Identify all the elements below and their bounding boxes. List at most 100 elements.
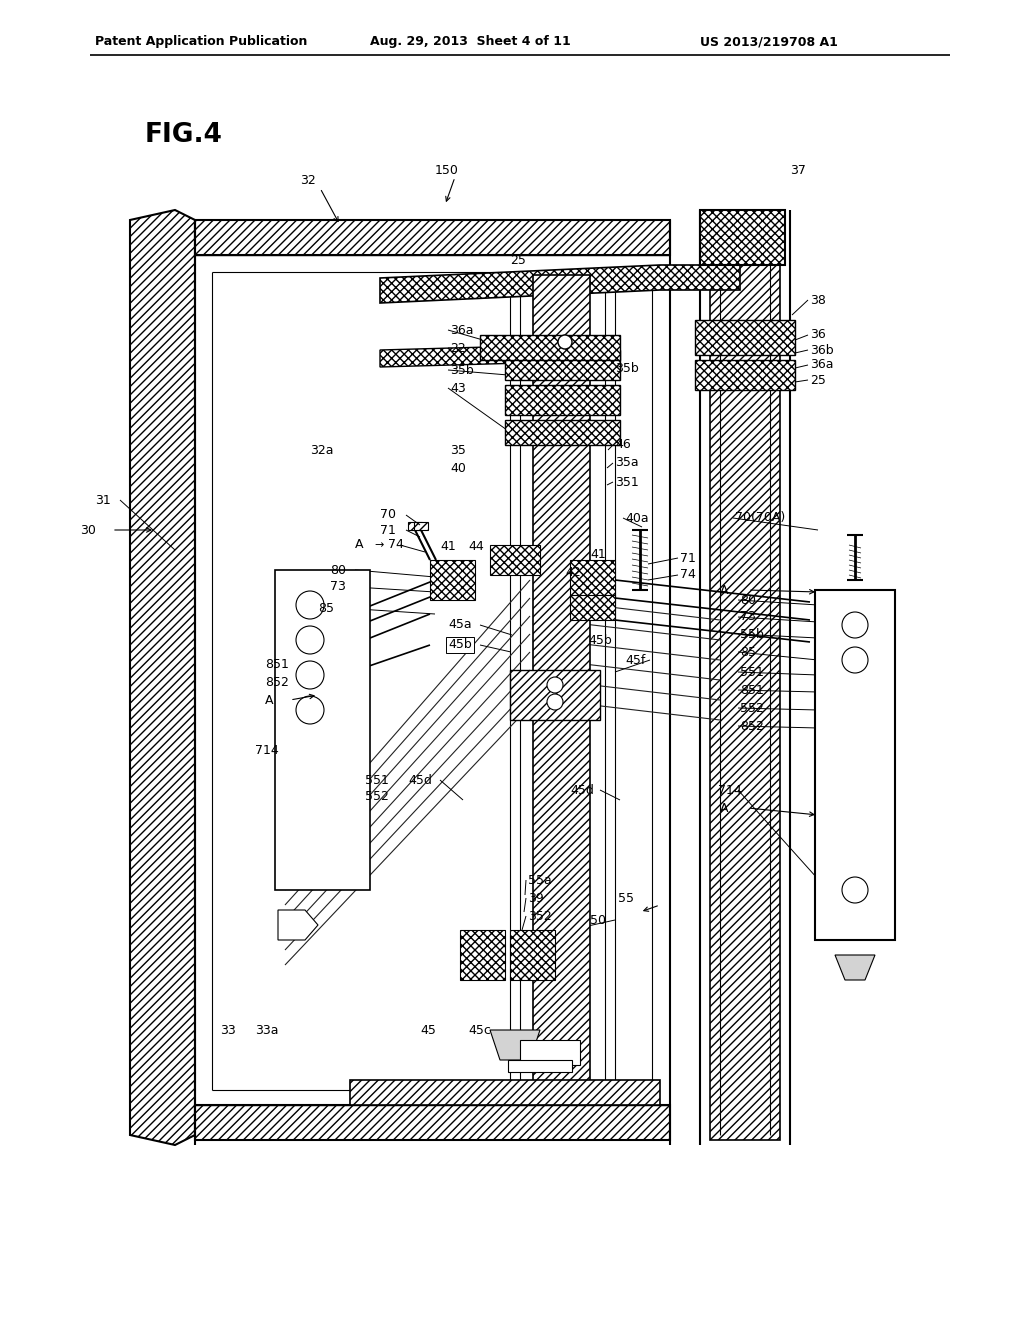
Circle shape	[558, 335, 572, 348]
Polygon shape	[835, 954, 874, 979]
Text: 45: 45	[420, 1023, 436, 1036]
Text: 85: 85	[740, 645, 756, 659]
Text: 352: 352	[528, 909, 552, 923]
Text: 33a: 33a	[255, 1023, 279, 1036]
Circle shape	[296, 661, 324, 689]
Polygon shape	[815, 590, 895, 940]
Polygon shape	[710, 265, 780, 1140]
Text: 25: 25	[510, 253, 526, 267]
Polygon shape	[195, 1105, 670, 1140]
Polygon shape	[490, 1030, 540, 1060]
Polygon shape	[505, 420, 620, 445]
Text: 551: 551	[740, 665, 764, 678]
Circle shape	[547, 694, 563, 710]
Text: US 2013/219708 A1: US 2013/219708 A1	[700, 36, 838, 49]
Polygon shape	[570, 560, 615, 601]
Polygon shape	[278, 909, 318, 940]
Text: 55: 55	[618, 891, 634, 904]
Text: 351: 351	[615, 475, 639, 488]
Text: 45a: 45a	[449, 619, 472, 631]
Polygon shape	[570, 595, 615, 620]
Text: 70: 70	[380, 508, 396, 521]
Circle shape	[842, 876, 868, 903]
Circle shape	[296, 696, 324, 723]
Text: 41: 41	[590, 549, 606, 561]
Text: 50: 50	[590, 913, 606, 927]
Polygon shape	[695, 319, 795, 355]
Text: 43: 43	[450, 381, 466, 395]
Text: 45c: 45c	[468, 1023, 490, 1036]
Text: A: A	[720, 801, 728, 814]
Text: 41: 41	[440, 540, 456, 553]
Text: 45b: 45b	[588, 634, 611, 647]
Text: 38: 38	[810, 293, 826, 306]
Text: 31: 31	[95, 494, 111, 507]
Text: 851: 851	[740, 684, 764, 697]
Polygon shape	[430, 560, 475, 601]
Text: 73: 73	[740, 610, 756, 623]
Text: 39: 39	[528, 891, 544, 904]
Text: 851: 851	[265, 659, 289, 672]
Text: 32: 32	[300, 173, 315, 186]
Text: A: A	[265, 693, 273, 706]
Text: 42: 42	[565, 565, 581, 578]
Text: 46: 46	[615, 438, 631, 451]
Polygon shape	[480, 335, 620, 360]
Text: 45d: 45d	[570, 784, 594, 796]
Polygon shape	[508, 1060, 572, 1072]
Circle shape	[296, 591, 324, 619]
Text: 714: 714	[255, 743, 279, 756]
Text: 55b: 55b	[740, 627, 764, 640]
Text: FIG.4: FIG.4	[145, 121, 223, 148]
Text: 80: 80	[740, 594, 756, 606]
Text: Aug. 29, 2013  Sheet 4 of 11: Aug. 29, 2013 Sheet 4 of 11	[370, 36, 570, 49]
Circle shape	[842, 612, 868, 638]
Text: 35a: 35a	[615, 457, 639, 470]
Polygon shape	[380, 265, 740, 304]
Text: 30: 30	[80, 524, 96, 536]
Text: 25: 25	[810, 374, 826, 387]
Text: 35b: 35b	[615, 362, 639, 375]
Circle shape	[296, 626, 324, 653]
Text: 80: 80	[330, 564, 346, 577]
Text: 150: 150	[435, 164, 459, 177]
Text: 36a: 36a	[810, 359, 834, 371]
Text: 71: 71	[680, 552, 696, 565]
Polygon shape	[700, 210, 785, 265]
Polygon shape	[510, 671, 600, 719]
Text: 71: 71	[380, 524, 396, 536]
Text: 552: 552	[740, 701, 764, 714]
Text: 45d: 45d	[408, 774, 432, 787]
Polygon shape	[505, 385, 620, 414]
Polygon shape	[460, 931, 505, 979]
Text: 70(70A): 70(70A)	[735, 511, 785, 524]
Polygon shape	[505, 350, 620, 380]
Text: 551: 551	[365, 774, 389, 787]
Text: 33: 33	[220, 1023, 236, 1036]
Text: 852: 852	[265, 676, 289, 689]
Text: A: A	[355, 539, 364, 552]
Text: 36a: 36a	[450, 323, 473, 337]
Text: 37: 37	[790, 164, 806, 177]
Text: 45b: 45b	[449, 639, 472, 652]
Text: 74: 74	[388, 539, 403, 552]
Text: 552: 552	[365, 791, 389, 804]
Text: 852: 852	[740, 719, 764, 733]
Text: Patent Application Publication: Patent Application Publication	[95, 36, 307, 49]
Polygon shape	[195, 220, 670, 255]
Polygon shape	[380, 345, 560, 367]
Polygon shape	[490, 545, 540, 576]
Polygon shape	[510, 931, 555, 979]
Polygon shape	[534, 275, 590, 1100]
Polygon shape	[130, 210, 195, 1144]
Bar	[408, 521, 422, 531]
Text: A: A	[720, 583, 728, 597]
Text: →: →	[374, 540, 383, 550]
Text: 35: 35	[450, 444, 466, 457]
Circle shape	[547, 677, 563, 693]
Text: 40: 40	[450, 462, 466, 474]
Text: 45f: 45f	[625, 653, 645, 667]
Text: 55a: 55a	[528, 874, 552, 887]
Text: 36b: 36b	[810, 343, 834, 356]
Text: 74: 74	[680, 569, 696, 582]
